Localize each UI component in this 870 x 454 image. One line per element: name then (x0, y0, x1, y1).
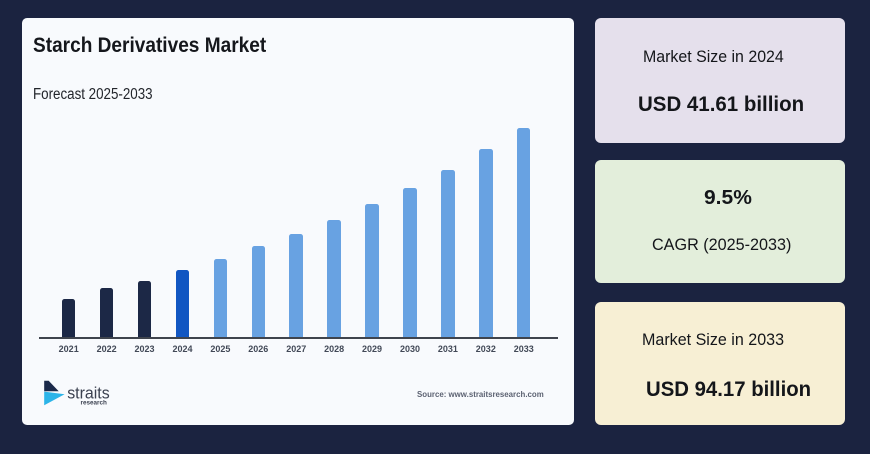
svg-text:research: research (81, 400, 108, 407)
svg-text:straits: straits (67, 384, 110, 402)
